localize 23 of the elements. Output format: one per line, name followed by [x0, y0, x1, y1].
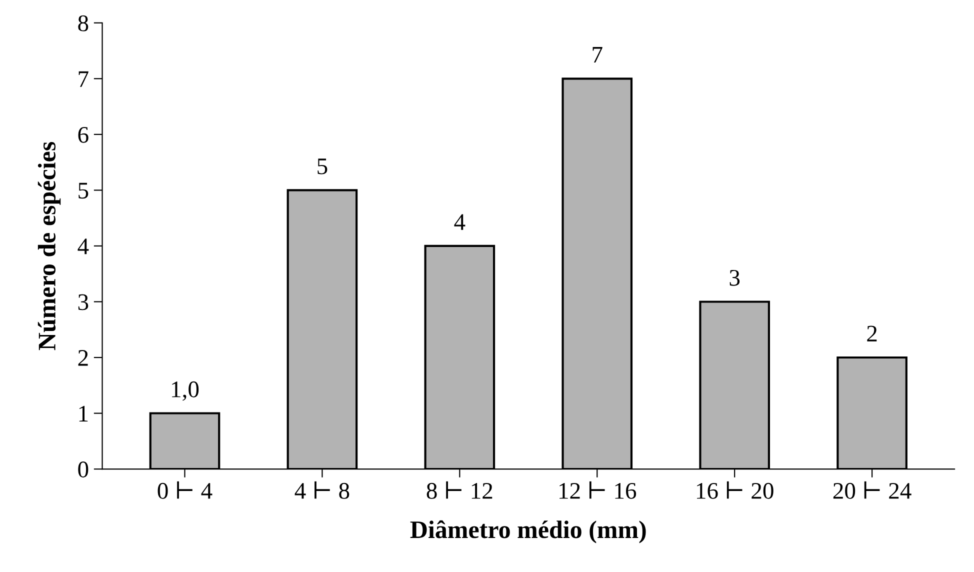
y-tick-label: 1	[79, 406, 88, 422]
y-tick-label: 2	[78, 350, 88, 366]
y-tick-label: 4	[78, 238, 89, 254]
y-tick-label: 3	[78, 294, 88, 310]
x-tick-label: 8 ⊢ 12	[426, 481, 492, 499]
x-tick-label: 16 ⊢ 20	[696, 481, 774, 499]
data-label: 5	[318, 158, 328, 174]
y-tick-label: 7	[78, 71, 88, 87]
y-tick-label: 5	[78, 182, 88, 199]
data-label: 3	[730, 270, 740, 286]
data-label: 2	[867, 326, 877, 342]
y-axis-title: Número de espécies	[38, 142, 61, 350]
x-tick-label: 12 ⊢ 16	[560, 481, 636, 499]
data-label: 4	[454, 214, 466, 230]
x-tick-label: 20 ⊢ 24	[833, 481, 912, 499]
x-tick-label: 4 ⊢ 8	[294, 481, 350, 499]
y-tick-label: 8	[78, 15, 88, 32]
y-tick-label: 6	[78, 126, 88, 143]
data-label: 7	[592, 47, 602, 63]
x-tick-label: 0 ⊢ 4	[158, 481, 212, 499]
x-axis-title: Diâmetro médio (mm)	[410, 520, 646, 544]
data-label: 1,0	[172, 381, 199, 401]
y-tick-label: 0	[78, 462, 88, 478]
